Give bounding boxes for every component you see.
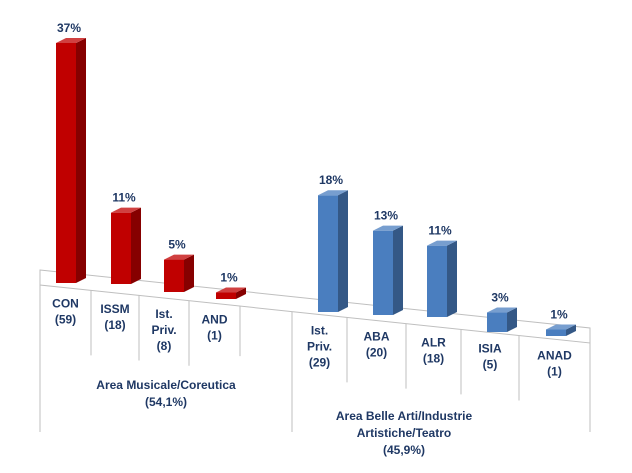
category-label: Priv. <box>307 339 332 353</box>
data-label: 11% <box>112 191 136 205</box>
group-label: (54,1%) <box>145 395 187 409</box>
bar <box>56 43 76 283</box>
group-label: Area Belle Arti/Industrie <box>336 409 473 423</box>
bar <box>111 212 131 284</box>
bar-side <box>184 254 194 292</box>
group-label: Artistiche/Teatro <box>357 426 451 440</box>
data-label: 37% <box>57 21 81 35</box>
category-label: AND <box>202 312 228 326</box>
bar <box>216 292 236 299</box>
category-label: (59) <box>55 313 76 327</box>
category-label: (18) <box>423 351 444 365</box>
data-label: 11% <box>428 224 452 238</box>
bar-side <box>76 38 86 283</box>
category-label: Priv. <box>151 323 176 337</box>
category-label: ISIA <box>478 341 502 355</box>
bar <box>373 230 393 315</box>
group-label: Area Musicale/Coreutica <box>96 378 236 392</box>
bar <box>164 259 184 292</box>
data-label: 1% <box>550 308 568 322</box>
category-label: (18) <box>104 318 125 332</box>
bar-side <box>236 287 246 299</box>
data-label: 1% <box>220 271 238 285</box>
bar-top <box>56 38 86 43</box>
bar-side <box>507 307 517 332</box>
category-label: (29) <box>309 355 330 369</box>
category-label: (8) <box>157 339 172 353</box>
group-label: (45,9%) <box>383 443 425 457</box>
data-label: 5% <box>168 238 186 252</box>
bar-top <box>487 307 517 313</box>
data-label: 18% <box>319 173 343 187</box>
category-label: (20) <box>366 345 387 359</box>
bar-top <box>427 240 457 246</box>
category-label: ANAD <box>537 348 572 362</box>
category-label: CON <box>52 297 79 311</box>
bar-side <box>447 240 457 317</box>
bar <box>427 245 447 317</box>
category-label: ISSM <box>100 302 129 316</box>
bar <box>487 312 507 332</box>
category-label: (1) <box>207 328 222 342</box>
bar-side <box>393 225 403 315</box>
data-label: 13% <box>374 209 398 223</box>
bar <box>546 329 566 336</box>
bar-top <box>373 225 403 231</box>
bar-side <box>566 324 576 336</box>
bar-top <box>546 324 576 330</box>
bar-top <box>318 190 348 196</box>
bars <box>56 38 576 336</box>
labels: 37% CON (59) 11% ISSM (18) 5% Ist. Priv. (8) 1% AND… <box>52 21 572 457</box>
bar-side <box>338 190 348 312</box>
category-label: (5) <box>483 357 498 371</box>
bar-side <box>131 207 141 284</box>
category-label: (1) <box>547 364 562 378</box>
category-label: Ist. <box>155 307 172 321</box>
bar-top <box>111 207 141 213</box>
bar-top <box>216 287 246 293</box>
category-label: Ist. <box>311 323 328 337</box>
category-label: ALR <box>421 335 446 349</box>
bar <box>318 195 338 312</box>
category-label: ABA <box>364 329 390 343</box>
data-label: 3% <box>491 291 509 305</box>
bar-top <box>164 254 194 260</box>
